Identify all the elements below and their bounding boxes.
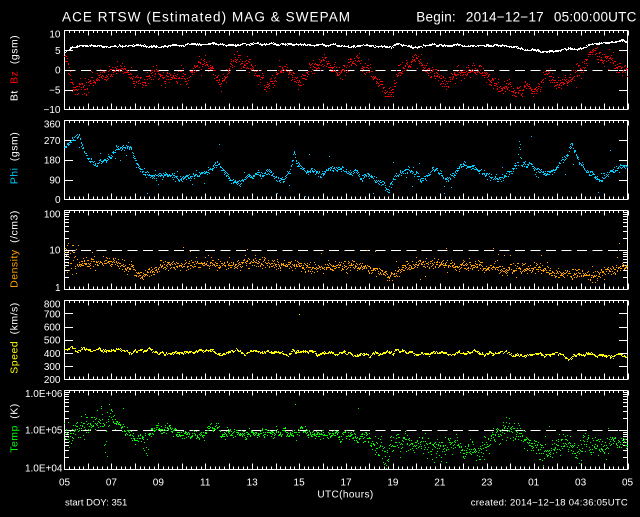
svg-text:600: 600 — [44, 322, 61, 333]
svg-text:17: 17 — [340, 478, 352, 489]
svg-text:start DOY: 351: start DOY: 351 — [65, 498, 127, 509]
svg-text:13: 13 — [247, 478, 259, 489]
svg-text:90: 90 — [49, 175, 61, 186]
svg-text:10: 10 — [49, 246, 61, 257]
svg-text:UTC(hours): UTC(hours) — [317, 490, 373, 501]
svg-text:−5: −5 — [49, 85, 61, 96]
svg-text:10: 10 — [49, 30, 61, 41]
svg-text:800: 800 — [44, 300, 61, 311]
svg-text:01: 01 — [528, 478, 540, 489]
svg-text:300: 300 — [44, 362, 61, 373]
svg-text:−10: −10 — [44, 105, 61, 116]
svg-text:19: 19 — [387, 478, 399, 489]
svg-text:700: 700 — [44, 309, 61, 320]
svg-text:1.0E+04: 1.0E+04 — [25, 464, 63, 475]
svg-text:15: 15 — [294, 478, 306, 489]
svg-text:100: 100 — [44, 210, 61, 221]
svg-text:Density (/cm3): Density (/cm3) — [9, 210, 21, 288]
svg-text:5: 5 — [55, 46, 61, 57]
svg-text:21: 21 — [434, 478, 446, 489]
svg-text:Bt Bz (gsm): Bt Bz (gsm) — [9, 35, 21, 101]
svg-text:Begin: 2014−12−17 05:00:00UTC: Begin: 2014−12−17 05:00:00UTC — [416, 10, 636, 25]
svg-text:Speed (km/s): Speed (km/s) — [9, 302, 21, 373]
svg-text:05: 05 — [622, 478, 634, 489]
svg-text:400: 400 — [44, 349, 61, 360]
svg-text:0: 0 — [55, 195, 61, 206]
svg-text:1: 1 — [55, 283, 61, 294]
svg-text:1.0E+05: 1.0E+05 — [25, 426, 63, 437]
svg-text:09: 09 — [153, 478, 165, 489]
svg-text:180: 180 — [44, 156, 61, 167]
svg-text:Temp (K): Temp (K) — [9, 403, 21, 453]
svg-text:07: 07 — [106, 478, 118, 489]
svg-text:23: 23 — [481, 478, 493, 489]
svg-text:500: 500 — [44, 336, 61, 347]
svg-text:270: 270 — [44, 136, 61, 147]
svg-text:created: 2014−12−18 04:36:05U: created: 2014−12−18 04:36:05UTC — [471, 498, 628, 509]
svg-text:05: 05 — [59, 478, 71, 489]
svg-text:Phi (gsm): Phi (gsm) — [9, 132, 21, 184]
svg-text:11: 11 — [200, 478, 211, 489]
svg-text:200: 200 — [44, 375, 61, 386]
svg-text:03: 03 — [575, 478, 587, 489]
svg-text:1.0E+06: 1.0E+06 — [25, 389, 63, 400]
svg-text:0: 0 — [55, 66, 61, 77]
svg-text:ACE RTSW (Estimated) MAG & SWE: ACE RTSW (Estimated) MAG & SWEPAM — [62, 10, 351, 25]
svg-text:360: 360 — [44, 120, 61, 131]
